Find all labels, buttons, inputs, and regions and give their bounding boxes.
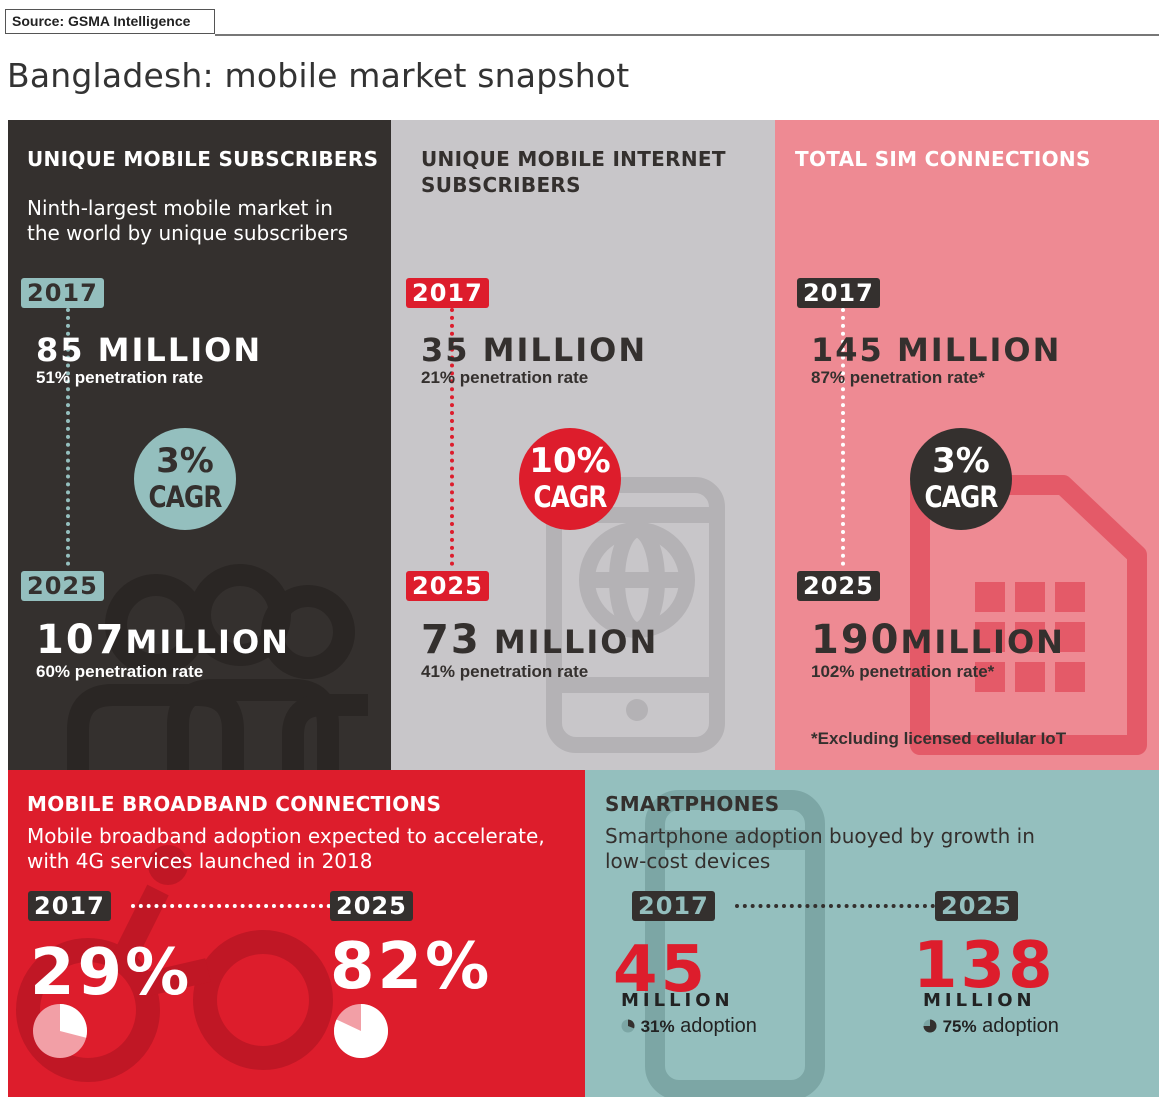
sim-card-icon (910, 475, 1147, 755)
year-badge-2017: 2017 (406, 278, 489, 308)
smartphones-adoption-2025: 75% adoption (923, 1015, 1059, 1038)
timeline-dots (450, 308, 454, 566)
adoption-pct: 75% (942, 1017, 977, 1036)
penetration-2025: 60% penetration rate (36, 662, 204, 681)
broadband-subtitle: Mobile broadband adoption expected to ac… (27, 824, 545, 874)
timeline-dots (735, 904, 935, 908)
unique-subscribers-subtitle: Ninth-largest mobile market in the world… (27, 196, 348, 246)
page-title: Bangladesh: mobile market snapshot (7, 56, 630, 95)
subtitle-line-1: Mobile broadband adoption expected to ac… (27, 824, 545, 848)
cagr-badge: 3% CAGR (134, 428, 236, 530)
value-2017: 145 MILLION (811, 331, 1062, 369)
value-2017: 35 MILLION (421, 331, 648, 369)
pie-2025-slice (334, 1004, 388, 1058)
unique-subscribers-heading: UNIQUE MOBILE SUBSCRIBERS (27, 147, 379, 171)
broadband-panel: MOBILE BROADBAND CONNECTIONS Mobile broa… (8, 770, 585, 1097)
broadband-heading: MOBILE BROADBAND CONNECTIONS (27, 792, 442, 816)
adoption-word: adoption (982, 1015, 1059, 1037)
year-badge-2017: 2017 (632, 891, 715, 921)
value-2025: 73 MILLION (421, 620, 658, 662)
cagr-value: 3% (156, 441, 214, 481)
cagr-label: CAGR (533, 480, 608, 514)
smartphones-value-2025: 138 (913, 929, 1056, 1003)
value-2025: 107MILLION (36, 620, 290, 662)
timeline-dots (131, 904, 331, 908)
pie-2017 (33, 1004, 87, 1058)
subtitle-line-1: Ninth-largest mobile market in (27, 196, 333, 220)
smartphones-unit-2017: MILLION (621, 990, 734, 1011)
penetration-2017: 21% penetration rate (421, 368, 589, 387)
subtitle-line-1: Smartphone adoption buoyed by growth in (605, 824, 1035, 848)
value-2025-unit: MILLION (493, 623, 659, 661)
value-2025: 190MILLION (811, 620, 1065, 662)
heading-line-1: UNIQUE MOBILE INTERNET (421, 147, 726, 171)
timeline-dots (66, 308, 70, 566)
smartphones-subtitle: Smartphone adoption buoyed by growth in … (605, 824, 1035, 874)
penetration-2017: 87% penetration rate* (811, 368, 985, 387)
subtitle-line-2: the world by unique subscribers (27, 221, 349, 245)
pie-2017-slice (60, 1004, 87, 1038)
value-2025-unit: MILLION (900, 623, 1065, 661)
source-rule (215, 34, 1159, 36)
penetration-2017: 51% penetration rate (36, 368, 204, 387)
internet-subscribers-heading: UNIQUE MOBILE INTERNET SUBSCRIBERS (421, 146, 726, 198)
unique-subscribers-panel: UNIQUE MOBILE SUBSCRIBERS Ninth-largest … (8, 120, 391, 770)
pie-2025-slice (923, 1019, 937, 1033)
pie-2017-slice (628, 1019, 635, 1029)
pie-2017 (621, 1019, 635, 1033)
subtitle-line-2: low-cost devices (605, 849, 771, 873)
internet-subscribers-panel: UNIQUE MOBILE INTERNET SUBSCRIBERS 2017 … (391, 120, 775, 770)
adoption-pct: 31% (640, 1017, 675, 1036)
adoption-word: adoption (680, 1015, 757, 1037)
value-2017: 85 MILLION (36, 331, 263, 369)
people-icon (67, 564, 368, 770)
year-badge-2017: 2017 (21, 278, 104, 308)
phone-globe-icon (546, 477, 725, 753)
smartphones-value-2017: 45 (613, 933, 709, 1007)
value-2025-unit: MILLION (125, 623, 290, 661)
cagr-value: 10% (529, 441, 611, 481)
heading-line-2: SUBSCRIBERS (421, 173, 581, 197)
year-badge-2025: 2025 (797, 571, 880, 601)
year-badge-2017: 2017 (797, 278, 880, 308)
year-badge-2025: 2025 (330, 891, 413, 921)
sim-connections-heading: TOTAL SIM CONNECTIONS (795, 147, 1091, 171)
subtitle-line-2: with 4G services launched in 2018 (27, 849, 373, 873)
year-badge-2025: 2025 (935, 891, 1018, 921)
broadband-value-2017: 29% (30, 936, 193, 1010)
year-badge-2025: 2025 (406, 571, 489, 601)
cagr-badge: 3% CAGR (910, 428, 1012, 530)
smartphone-icon (645, 790, 825, 1097)
cagr-value: 3% (932, 441, 990, 481)
smartphones-adoption-2017: 31% adoption (621, 1015, 757, 1038)
cagr-badge: 10% CAGR (519, 428, 621, 530)
pie-2025 (923, 1019, 937, 1033)
penetration-2025: 41% penetration rate (421, 662, 589, 681)
sim-connections-panel: TOTAL SIM CONNECTIONS 2017 145 MILLION 8… (775, 120, 1159, 770)
penetration-2025: 102% penetration rate* (811, 662, 995, 681)
value-2025-number: 190 (811, 617, 901, 663)
year-badge-2017: 2017 (28, 891, 111, 921)
value-2025-number: 107 (36, 617, 126, 663)
year-badge-2025: 2025 (21, 571, 104, 601)
broadband-value-2025: 82% (330, 930, 493, 1004)
value-2025-number: 73 (421, 617, 481, 663)
timeline-dots (841, 308, 845, 566)
cagr-label: CAGR (148, 480, 223, 514)
network-nodes-icon (16, 845, 333, 1082)
smartphones-panel: SMARTPHONES Smartphone adoption buoyed b… (585, 770, 1159, 1097)
sim-footnote: *Excluding licensed cellular IoT (811, 729, 1067, 748)
smartphones-heading: SMARTPHONES (605, 792, 780, 816)
smartphones-unit-2025: MILLION (923, 990, 1036, 1011)
cagr-label: CAGR (924, 480, 999, 514)
pie-2025 (334, 1004, 388, 1058)
source-label: Source: GSMA Intelligence (5, 9, 215, 34)
